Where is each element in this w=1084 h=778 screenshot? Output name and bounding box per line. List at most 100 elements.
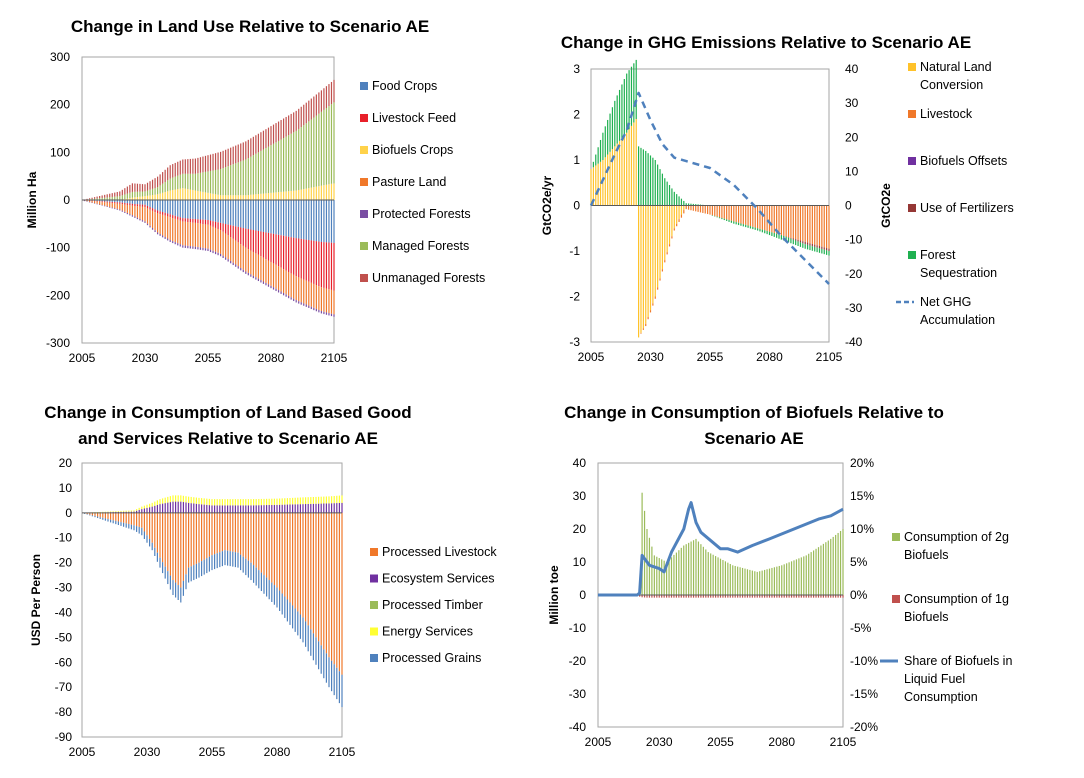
bar-energy-services-2072 [255,499,257,506]
bar-energy-services-2014 [104,511,106,513]
bar-consumption-of-1g-biofuels-2082 [786,595,788,598]
bar-livestock-feed-2072 [250,229,252,251]
bar-consumption-of-2g-biofuels-2030 [658,558,660,595]
line-share-of-biofuels-in-liquid-fuel-consumption [598,501,844,597]
legend-item-forest-sequestration: Forest Sequestration [908,248,997,280]
bar-managed-forests-2079 [267,146,270,194]
bar-livestock-feed-2033 [151,208,154,211]
legend-item-consumption-of-2g-biofuels: Consumption of 2g Biofuels [892,530,1009,562]
bar-processed-livestock-2099 [325,512,327,654]
bar-energy-services-2026 [136,509,138,511]
bar-forest-sequestration-2036 [664,178,666,206]
bar-consumption-of-1g-biofuels-2031 [661,595,663,598]
bar-biofuels-crops-2064 [230,195,232,200]
y-tick-label: -300 [46,336,70,350]
bar-pasture-land-2100 [320,287,322,312]
bar-processed-livestock-2049 [195,512,197,564]
bar-managed-forests-2095 [308,121,310,189]
bar-livestock-feed-2050 [194,219,196,223]
bar-energy-services-2091 [305,497,307,505]
legend-swatch [370,627,378,636]
y2-tick-label: 15% [850,489,874,503]
bar-livestock-feed-2018 [114,202,116,204]
bar-consumption-of-2g-biofuels-2086 [795,559,798,595]
bar-energy-services-2016 [110,511,112,513]
bar-food-crops-2023 [126,200,128,204]
bar-livestock-2052 [702,205,704,213]
bar-processed-livestock-2104 [338,512,340,672]
bar-energy-services-2015 [107,511,109,513]
bar-processed-livestock-2019 [117,512,119,522]
bar-biofuels-crops-2042 [174,189,176,200]
bar-biofuels-crops-2053 [202,191,204,200]
bar-ecosystem-services-2083 [284,504,286,513]
bar-forest-sequestration-2097 [809,245,811,251]
bar-biofuels-crops-2036 [159,193,161,200]
y2-tick-label: 0% [850,588,868,602]
bar-forest-sequestration-2030 [649,155,652,206]
bar-energy-services-2068 [245,499,247,506]
bar-protected-forests-2084 [280,291,282,294]
bar-pasture-land-2019 [116,203,118,209]
bar-livestock-2059 [718,205,721,218]
bar-consumption-of-2g-biofuels-2056 [722,560,724,595]
bar-forest-sequestration-2013 [609,113,611,152]
bar-livestock-2100 [816,205,818,246]
bar-livestock-2091 [795,205,797,240]
bar-energy-services-2096 [318,496,320,504]
bar-use-of-fertilizers-2094 [802,241,804,244]
bar-unmanaged-forests-2020 [119,191,121,197]
bar-consumption-of-2g-biofuels-2101 [832,536,834,595]
legend-item-processed-grains: Processed Grains [370,651,481,665]
bar-livestock-2085 [780,205,782,236]
bar-forest-sequestration-2080 [768,231,771,236]
y-tick-label: -70 [55,680,73,694]
bar-energy-services-2043 [180,495,182,502]
bar-processed-grains-2065 [237,552,239,568]
bar-livestock-feed-2040 [169,214,171,218]
bar-processed-grains-2026 [136,526,138,532]
bar-ecosystem-services-2040 [172,501,174,513]
bar-energy-services-2030 [146,504,148,508]
bar-food-crops-2085 [283,200,285,236]
bar-livestock-2051 [699,205,702,213]
bar-consumption-of-2g-biofuels-2058 [727,562,729,595]
x-tick-label: 2005 [578,350,605,364]
bar-processed-livestock-2102 [333,512,335,665]
bar-protected-forests-2095 [308,305,310,308]
bar-managed-forests-2061 [222,168,224,196]
bar-consumption-of-1g-biofuels-2087 [798,595,800,598]
bar-processed-grains-2052 [203,559,205,575]
bar-processed-grains-2098 [323,649,325,679]
bar-livestock-2054 [707,205,709,215]
legend: Natural Land ConversionLivestockBiofuels … [896,60,1014,327]
bar-consumption-of-2g-biofuels-2046 [697,541,700,595]
x-tick-label: 2080 [264,745,291,759]
bar-protected-forests-2034 [154,230,156,233]
bar-pasture-land-2017 [111,203,113,208]
bar-protected-forests-2015 [106,206,108,207]
y-tick-label: -200 [46,288,70,302]
bar-processed-livestock-2083 [284,512,286,597]
y-tick-label: -3 [569,335,580,349]
bar-food-crops-2095 [308,200,310,241]
bar-unmanaged-forests-2030 [144,184,146,192]
bar-energy-services-2019 [117,511,119,512]
bar-managed-forests-2059 [217,169,219,195]
bar-biofuels-crops-2063 [227,195,229,200]
bar-forest-sequestration-2082 [773,233,775,237]
y-tick-label: 0 [573,199,580,213]
bar-ecosystem-services-2061 [227,505,229,513]
bar-consumption-of-2g-biofuels-2079 [778,565,780,595]
bar-processed-livestock-2012 [99,512,101,518]
bar-food-crops-2072 [250,200,252,230]
bar-consumption-of-2g-biofuels-2073 [764,569,766,595]
bar-forest-sequestration-2098 [811,246,813,251]
bar-consumption-of-2g-biofuels-2090 [805,555,807,595]
bar-unmanaged-forests-2009 [91,197,93,199]
bar-pasture-land-2091 [298,277,300,302]
bar-pasture-land-2104 [330,289,333,314]
x-tick-label: 2080 [756,350,783,364]
bar-protected-forests-2093 [303,303,305,306]
bar-pasture-land-2058 [214,227,217,252]
